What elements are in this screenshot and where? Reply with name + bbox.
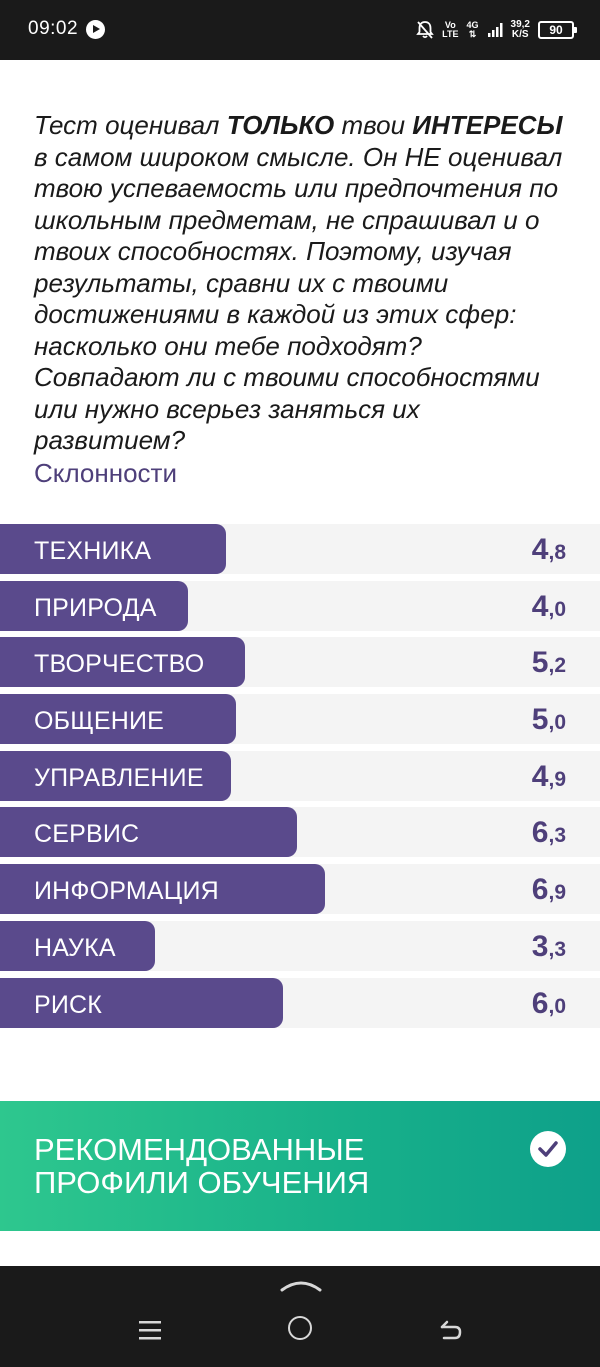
- back-icon[interactable]: [438, 1319, 462, 1346]
- recommended-profiles-button[interactable]: РЕКОМЕНДОВАННЫЕ ПРОФИЛИ ОБУЧЕНИЯ: [0, 1101, 600, 1231]
- bar-label: СЕРВИС: [34, 820, 140, 849]
- bar-row: УПРАВЛЕНИЕ 4,9: [0, 750, 600, 801]
- bell-muted-icon: [416, 20, 434, 40]
- bar-row: ПРИРОДА 4,0: [0, 580, 600, 631]
- bar-fill: [0, 637, 245, 688]
- bar-row: ТЕХНИКА 4,8: [0, 524, 600, 574]
- bar-fill: [0, 977, 283, 1028]
- bar-label: ПРИРОДА: [34, 593, 157, 622]
- section-title: Склонности: [34, 458, 177, 488]
- bar-label: ИНФОРМАЦИЯ: [34, 877, 219, 906]
- bar-fill: [0, 750, 231, 801]
- recommended-profiles-title: РЕКОМЕНДОВАННЫЕ ПРОФИЛИ ОБУЧЕНИЯ: [34, 1132, 370, 1200]
- bar-fill: [0, 524, 226, 574]
- bar-fill: [0, 807, 297, 858]
- bar-row: НАУКА 3,3: [0, 920, 600, 971]
- status-time: 09:02: [28, 18, 79, 39]
- bar-value: 6,0: [531, 986, 566, 1020]
- bar-label: ТВОРЧЕСТВО: [34, 650, 205, 679]
- bar-row: СЕРВИС 6,3: [0, 807, 600, 858]
- bar-value: 3,3: [531, 929, 566, 963]
- bar-row: ОБЩЕНИЕ 5,0: [0, 694, 600, 745]
- bar-label: РИСК: [34, 990, 103, 1019]
- bar-value: 4,9: [531, 759, 566, 793]
- gesture-handle-icon[interactable]: [280, 1278, 322, 1297]
- status-indicators: Vo LTE 4G ⇅ 39,2 K/S 90: [416, 18, 577, 42]
- bar-row: ИНФОРМАЦИЯ 6,9: [0, 864, 600, 915]
- bar-label: ТЕХНИКА: [34, 537, 152, 565]
- network-gen-indicator: 4G ⇅: [466, 20, 479, 39]
- home-icon[interactable]: [288, 1316, 312, 1340]
- check-icon: [530, 1131, 566, 1167]
- status-bar: 09:02 Vo LTE 4G ⇅ 39,2: [0, 0, 600, 60]
- bar-value: 5,0: [531, 703, 566, 737]
- bar-value: 5,2: [531, 646, 566, 680]
- bar-row: РИСК 6,0: [0, 977, 600, 1028]
- bar-fill: [0, 920, 155, 971]
- network-speed: 39,2 K/S: [510, 19, 530, 40]
- battery-icon: 90: [538, 21, 577, 39]
- bar-row: ТВОРЧЕСТВО 5,2: [0, 637, 600, 688]
- inclinations-bar-chart: ТЕХНИКА 4,8 ПРИРОДА 4,0 ТВОРЧЕСТВО 5,2 ОБЩЕНИЕ…: [0, 524, 600, 1034]
- volte-indicator: Vo LTE: [442, 20, 459, 39]
- bar-label: ОБЩЕНИЕ: [34, 707, 165, 736]
- bar-label: НАУКА: [34, 933, 116, 962]
- menu-icon[interactable]: [138, 1319, 162, 1346]
- intro-text: Тест оценивал ТОЛЬКО твои ИНТЕРЕСЫ в сам…: [34, 110, 563, 455]
- bar-value: 4,8: [531, 533, 566, 566]
- bar-label: УПРАВЛЕНИЕ: [34, 763, 204, 792]
- bar-fill: [0, 694, 236, 745]
- play-notification-icon: [86, 20, 105, 39]
- system-nav-bar: [0, 1266, 600, 1367]
- bar-value: 6,3: [531, 816, 566, 850]
- bar-fill: [0, 580, 188, 631]
- bar-value: 4,0: [531, 589, 566, 623]
- bar-fill: [0, 864, 325, 915]
- bar-value: 6,9: [531, 873, 566, 907]
- signal-icon: [487, 22, 503, 38]
